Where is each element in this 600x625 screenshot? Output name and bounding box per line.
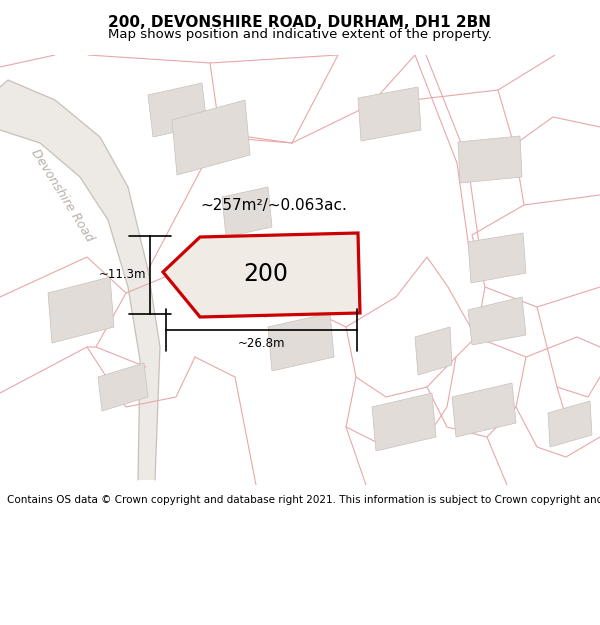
Polygon shape [358,87,421,141]
Text: 200, DEVONSHIRE ROAD, DURHAM, DH1 2BN: 200, DEVONSHIRE ROAD, DURHAM, DH1 2BN [109,16,491,31]
Polygon shape [98,363,148,411]
Text: ~11.3m: ~11.3m [98,269,146,281]
Polygon shape [222,187,272,237]
Polygon shape [372,393,436,451]
Text: Contains OS data © Crown copyright and database right 2021. This information is : Contains OS data © Crown copyright and d… [7,495,600,505]
Polygon shape [458,136,522,183]
Polygon shape [415,327,452,375]
Text: 200: 200 [244,262,289,286]
Polygon shape [0,80,160,480]
Polygon shape [172,100,250,175]
Text: ~26.8m: ~26.8m [238,337,285,350]
Polygon shape [548,401,592,447]
Polygon shape [148,83,207,137]
Polygon shape [468,233,526,283]
Text: Map shows position and indicative extent of the property.: Map shows position and indicative extent… [108,28,492,41]
Polygon shape [468,297,526,345]
Polygon shape [48,277,114,343]
Polygon shape [163,233,360,317]
Polygon shape [452,383,516,437]
Text: Devonshire Road: Devonshire Road [28,146,96,244]
Polygon shape [268,313,334,371]
Text: ~257m²/~0.063ac.: ~257m²/~0.063ac. [200,198,347,213]
